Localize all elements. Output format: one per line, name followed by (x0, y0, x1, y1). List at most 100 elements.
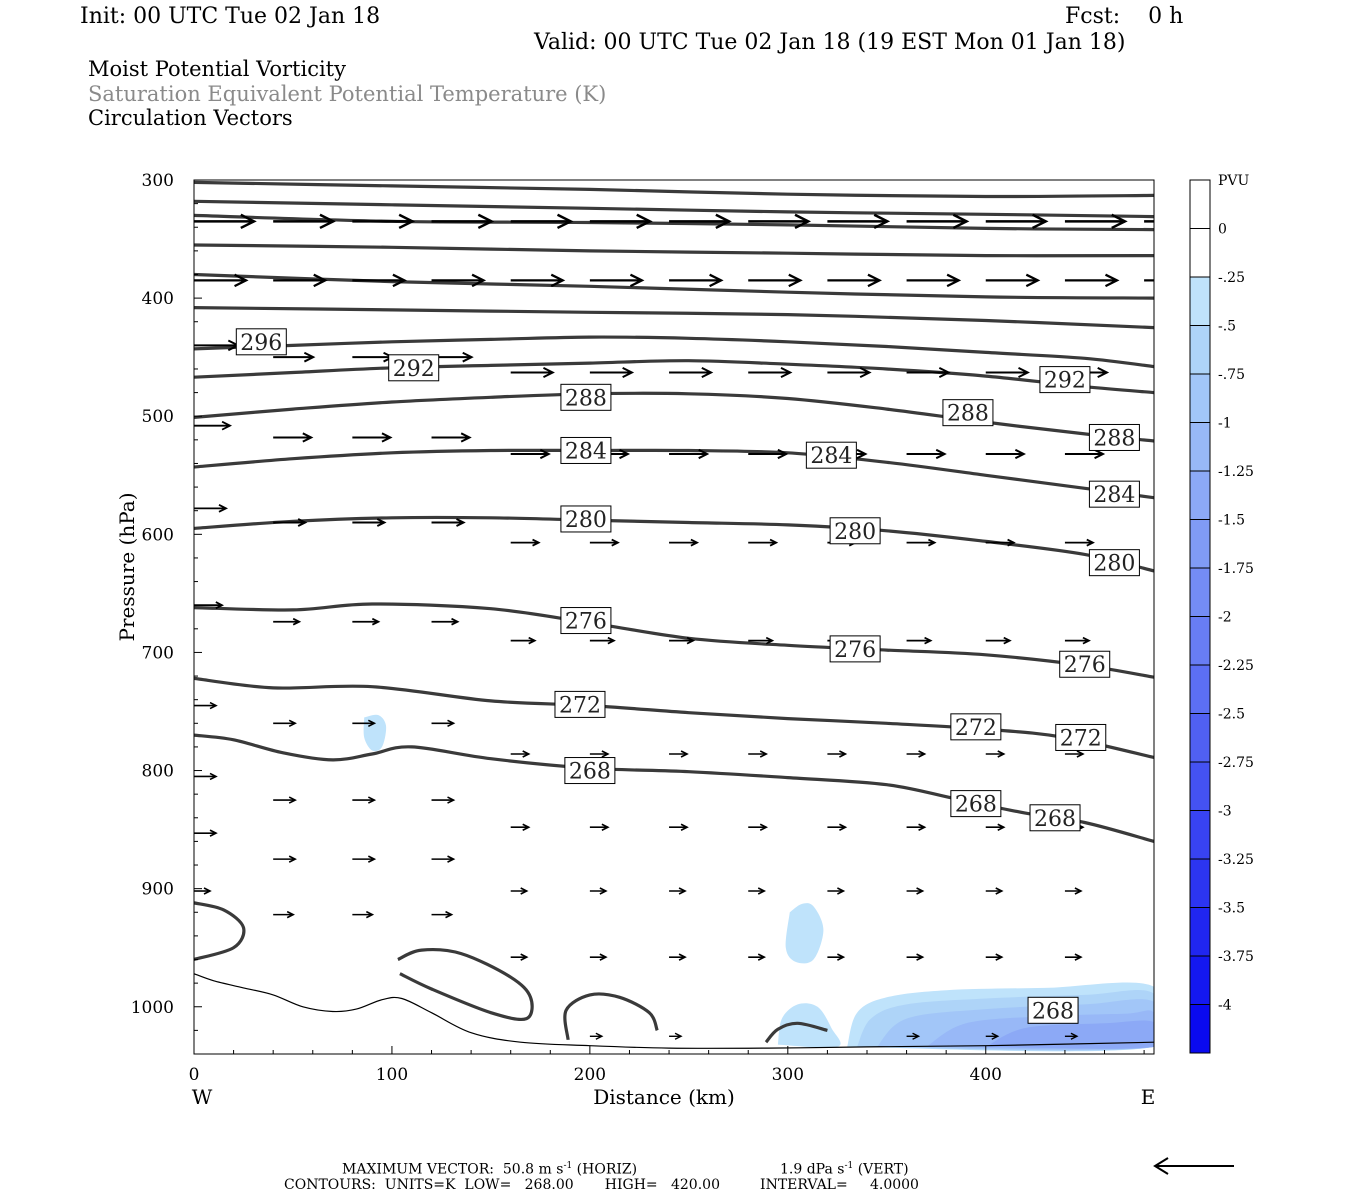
circulation-vector (748, 273, 803, 288)
vector-head (319, 213, 336, 230)
contour-label-text: 296 (240, 331, 282, 356)
vector-head (392, 273, 407, 288)
circulation-vector (510, 953, 529, 961)
circulation-vector (827, 823, 848, 831)
circulation-vector (669, 887, 687, 895)
circulation-vector (510, 538, 541, 547)
vector-head (532, 538, 541, 547)
vector-head (520, 953, 529, 961)
contour-label-text: 276 (1064, 653, 1106, 678)
vector-head (928, 538, 937, 547)
contour-label-box (805, 441, 857, 469)
contour-label-box (829, 517, 881, 545)
vector-head (867, 273, 882, 288)
vector-head (636, 213, 653, 230)
field-title-theta-es: Saturation Equivalent Potential Temperat… (88, 82, 607, 106)
circulation-vector (985, 367, 1030, 379)
vector-head (918, 750, 927, 758)
contour-line-288 (194, 391, 1154, 443)
colorbar-label: -2 (1218, 610, 1232, 626)
contour-label-text: 276 (834, 638, 876, 663)
vector-head (1076, 750, 1085, 758)
contour-label-box (942, 399, 994, 427)
circulation-vector (1064, 1032, 1079, 1040)
colorbar-segment (1190, 810, 1210, 860)
colorbar-label: -3.25 (1218, 852, 1254, 868)
vector-head (698, 448, 710, 460)
circulation-vector (1064, 273, 1120, 288)
west-label: W (192, 1085, 213, 1109)
vector-head (522, 823, 531, 831)
circulation-vector (669, 750, 689, 758)
vector-head (1094, 448, 1106, 460)
circulation-vector (1064, 953, 1083, 961)
contour-label-284: 284 (1088, 480, 1140, 508)
circulation-vector (431, 719, 456, 728)
contour-label-text: 288 (947, 402, 989, 427)
y-tick-label: 900 (142, 880, 174, 900)
vector-head (376, 518, 387, 527)
contour-label-text: 272 (955, 716, 997, 741)
field-title-vectors: Circulation Vectors (88, 106, 293, 130)
vector-head (302, 432, 314, 443)
vector-head (759, 823, 769, 831)
contour-label-box (564, 757, 616, 785)
circulation-vector (273, 432, 314, 443)
contour-label-280: 280 (829, 517, 881, 545)
colorbar-label: 0 (1218, 222, 1227, 238)
vector-head (678, 887, 687, 895)
circulation-vector (589, 1032, 604, 1040)
circulation-vector (273, 719, 297, 728)
contour-label-box (1027, 996, 1079, 1024)
circulation-vector (1064, 750, 1085, 758)
contour-line-284 (194, 448, 1154, 500)
pv-region (785, 903, 824, 964)
contour-label-292: 292 (1039, 366, 1091, 394)
valid-time: Valid: 00 UTC Tue 02 Jan 18 (19 EST Mon … (534, 30, 1126, 55)
vector-head (765, 636, 775, 645)
vector-head (1003, 636, 1012, 645)
vector-head (938, 367, 951, 379)
circulation-vector (906, 750, 927, 758)
horiz-tag: (HORIZ) (576, 1161, 638, 1178)
vector-head (471, 273, 487, 288)
x-tick-label: 300 (772, 1065, 804, 1085)
circulation-vector (589, 273, 645, 288)
contour-line-300 (194, 306, 1154, 330)
vector-head (935, 448, 947, 460)
circulation-vector (431, 518, 466, 527)
circulation-vector (431, 796, 456, 804)
circulation-vector (352, 518, 387, 527)
colorbar-segment (1190, 1004, 1210, 1054)
colorbar-label: -.75 (1218, 367, 1245, 383)
contour-label-box (1088, 480, 1140, 508)
pv-region (985, 1020, 1154, 1049)
vector-head (550, 273, 566, 288)
contour-line-308 (194, 243, 1154, 258)
vector-head (292, 617, 302, 626)
contour-label-box (1029, 804, 1081, 832)
vector-head (794, 213, 812, 230)
vector-head (288, 719, 297, 728)
contour-label-276: 276 (560, 607, 612, 635)
plot-area: 268 268 268 268 272 272 272 276 276 276 280 280 280 2… (194, 180, 1154, 1052)
circulation-vector (510, 273, 566, 288)
circulation-vector (194, 273, 249, 288)
field-title-mpv: Moist Potential Vorticity (88, 57, 346, 81)
contour-label-text: 268 (955, 793, 997, 818)
circulation-vector (589, 213, 653, 230)
circulation-vector (431, 432, 472, 443)
plot-frame (193, 179, 1155, 1055)
vector-head (234, 273, 249, 288)
colorbar-segment (1190, 374, 1210, 423)
vector-head (1031, 213, 1049, 230)
contour-line-316 (194, 199, 1154, 219)
circulation-vector (194, 829, 218, 837)
circulation-vector (669, 636, 696, 645)
contour-line-268 (194, 733, 1154, 843)
vector-head (619, 448, 631, 460)
circulation-vector (273, 855, 297, 863)
vector-head (286, 910, 295, 919)
contour-label-box (560, 436, 612, 464)
vector-head (912, 1032, 921, 1040)
